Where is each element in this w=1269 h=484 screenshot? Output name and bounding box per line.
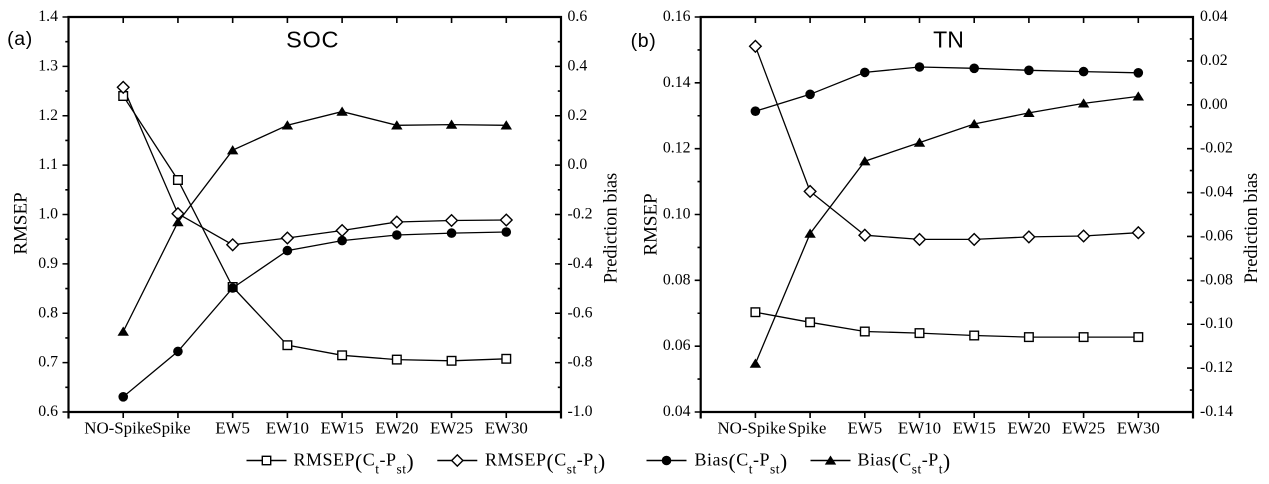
svg-text:0.16: 0.16 (663, 8, 691, 25)
svg-text:1.2: 1.2 (38, 107, 58, 124)
svg-text:-0.08: -0.08 (1200, 271, 1233, 288)
svg-text:EW30: EW30 (1117, 418, 1160, 437)
svg-text:EW5: EW5 (847, 418, 882, 437)
svg-text:-0.06: -0.06 (1200, 227, 1233, 244)
svg-text:1.1: 1.1 (38, 156, 58, 173)
svg-text:(b): (b) (631, 30, 657, 52)
svg-text:0.06: 0.06 (663, 337, 691, 354)
svg-text:EW10: EW10 (266, 418, 309, 437)
svg-text:EW15: EW15 (953, 418, 996, 437)
svg-text:RMSEP: RMSEP (641, 193, 662, 255)
svg-text:0.9: 0.9 (38, 255, 58, 272)
svg-text:-0.02: -0.02 (1200, 140, 1233, 157)
svg-text:-0.10: -0.10 (1200, 315, 1233, 332)
svg-text:0.08: 0.08 (663, 271, 691, 288)
svg-text:-0.4: -0.4 (568, 255, 593, 272)
svg-text:EW15: EW15 (321, 418, 364, 437)
svg-text:0.7: 0.7 (38, 354, 58, 371)
svg-text:1.4: 1.4 (38, 8, 58, 25)
svg-text:0.14: 0.14 (663, 74, 691, 91)
svg-text:0.04: 0.04 (1200, 8, 1228, 25)
svg-text:EW20: EW20 (375, 418, 418, 437)
svg-text:NO-Spike: NO-Spike (84, 418, 153, 437)
svg-text:0.02: 0.02 (1200, 52, 1228, 69)
svg-text:1.3: 1.3 (38, 57, 58, 74)
svg-text:-0.6: -0.6 (568, 304, 593, 321)
svg-text:-0.2: -0.2 (568, 206, 593, 223)
svg-text:Spike: Spike (152, 418, 190, 437)
svg-text:(a): (a) (7, 28, 33, 50)
svg-text:EW5: EW5 (215, 418, 250, 437)
svg-text:-0.14: -0.14 (1200, 403, 1233, 420)
svg-text:RMSEP: RMSEP (11, 192, 32, 254)
svg-text:0.10: 0.10 (663, 206, 691, 223)
svg-text:Bias(​Cst​-Pt​)​: Bias(​Cst​-Pt​)​ (858, 449, 951, 476)
svg-text:Spike: Spike (788, 418, 826, 437)
svg-text:EW25: EW25 (1062, 418, 1105, 437)
svg-text:0.8: 0.8 (38, 304, 58, 321)
svg-text:0.00: 0.00 (1200, 96, 1228, 113)
svg-text:0.2: 0.2 (568, 107, 588, 124)
svg-text:NO-Spike: NO-Spike (717, 418, 786, 437)
svg-text:-1.0: -1.0 (568, 403, 593, 420)
svg-text:0.6: 0.6 (38, 403, 58, 420)
svg-text:0.4: 0.4 (568, 57, 588, 74)
svg-text:SOC: SOC (286, 27, 339, 53)
svg-text:Bias(​Ct​-Pst​)​: Bias(​Ct​-Pst​)​ (695, 449, 788, 476)
svg-text:EW10: EW10 (898, 418, 941, 437)
svg-text:TN: TN (933, 27, 964, 53)
svg-text:EW30: EW30 (485, 418, 528, 437)
svg-text:-0.04: -0.04 (1200, 184, 1233, 201)
svg-text:0.12: 0.12 (663, 140, 691, 157)
svg-text:EW20: EW20 (1007, 418, 1050, 437)
svg-text:RMSEP(​Ct​-Pst​)​: RMSEP(​Ct​-Pst​)​ (294, 449, 415, 476)
svg-text:0.04: 0.04 (663, 403, 691, 420)
svg-text:RMSEP(​Cst​-Pt​)​: RMSEP(​Cst​-Pt​)​ (485, 449, 606, 476)
svg-text:Prediction bias: Prediction bias (1242, 173, 1262, 283)
svg-text:0.6: 0.6 (568, 8, 588, 25)
svg-text:Prediction bias: Prediction bias (602, 173, 622, 283)
svg-text:0.0: 0.0 (568, 156, 588, 173)
svg-text:-0.8: -0.8 (568, 354, 593, 371)
svg-text:EW25: EW25 (430, 418, 473, 437)
svg-text:1.0: 1.0 (38, 206, 58, 223)
svg-text:-0.12: -0.12 (1200, 359, 1233, 376)
